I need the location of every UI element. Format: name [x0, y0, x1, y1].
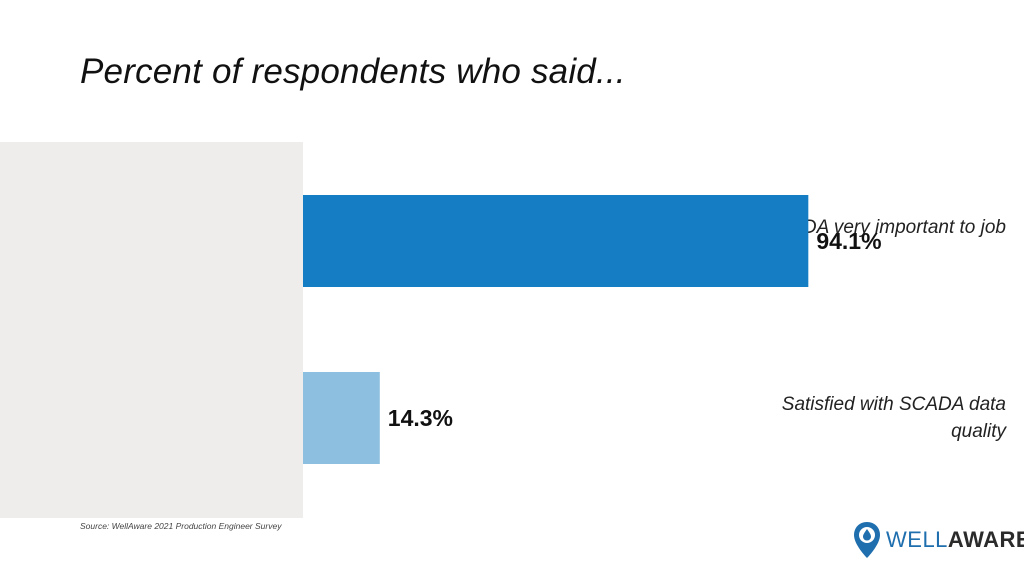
location-pin-icon [854, 522, 880, 558]
logo-wordmark: WELLAWARE [886, 527, 1024, 552]
value-label-1: 94.1% [816, 228, 881, 254]
category-label-satisfied-data-quality: Satisfied with SCADA data quality [781, 394, 1006, 442]
source-note: Source: WellAware 2021 Production Engine… [80, 521, 282, 531]
wellaware-logo: WELLAWARE [852, 520, 1024, 560]
bar-satisfied-data-quality [303, 372, 380, 464]
bar-scada-important [303, 195, 809, 287]
category-label-scada-important: SCADA very important to job [763, 217, 1006, 238]
category-label-panel [0, 142, 303, 518]
value-label-2: 14.3% [388, 405, 453, 431]
chart-title: Percent of respondents who said... [80, 52, 626, 91]
